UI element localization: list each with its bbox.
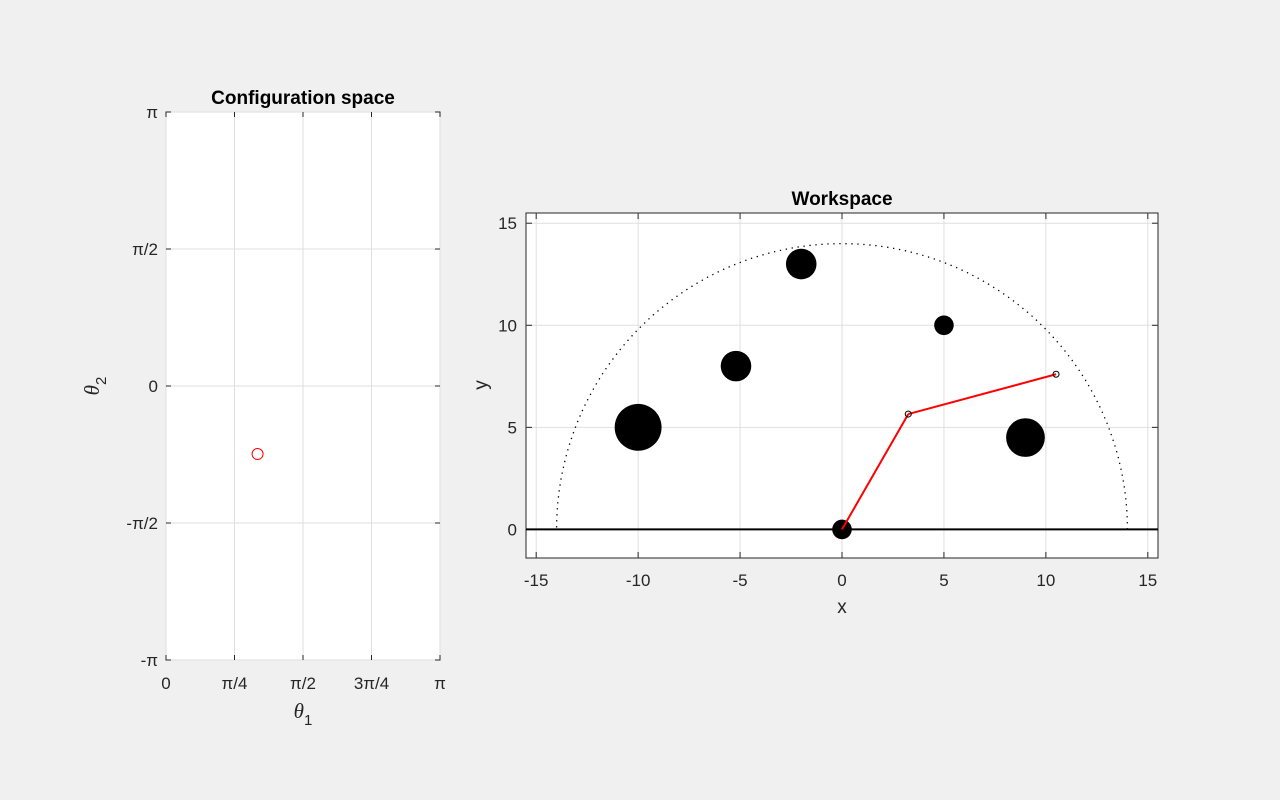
obstacle xyxy=(785,248,817,280)
cfg-x-tick-label: π/2 xyxy=(290,674,316,693)
cfg-y-tick-label: π xyxy=(146,103,158,122)
workspace-x-axis-label: x xyxy=(837,597,847,618)
obstacle xyxy=(1006,418,1045,457)
ws-x-tick-label: 15 xyxy=(1138,571,1157,590)
workspace-y-axis-label: y xyxy=(471,380,492,390)
cfg-x-tick-label: 0 xyxy=(161,674,170,693)
configuration-space-x-axis-label: θ1 xyxy=(294,699,313,729)
cfg-y-tick-label: π/2 xyxy=(132,240,158,259)
x-axis-subscript: 1 xyxy=(304,712,312,729)
workspace-axes: -15 -10 -5 0 5 10 15 0 5 10 15 Workspace x y xyxy=(471,189,1159,618)
ws-y-tick-label: 5 xyxy=(508,418,517,437)
configuration-space-marks xyxy=(251,448,264,461)
arm-link xyxy=(841,413,910,530)
cfg-x-tick-label: 3π/4 xyxy=(354,674,389,693)
arm-joint xyxy=(1052,370,1060,378)
workspace-ticks: -15 -10 -5 0 5 10 15 0 5 10 15 xyxy=(498,213,1158,590)
obstacle xyxy=(720,350,752,382)
cfg-x-tick-label: π xyxy=(434,674,446,693)
arm-joint xyxy=(904,410,912,418)
configuration-point xyxy=(251,448,264,461)
configuration-space-title: Configuration space xyxy=(211,88,395,109)
obstacle xyxy=(934,315,954,336)
cfg-x-tick-label: π/4 xyxy=(222,674,248,693)
configuration-space-ticks: 0 π/4 π/2 3π/4 π -π -π/2 0 π/2 π xyxy=(126,103,445,693)
workspace-title: Workspace xyxy=(791,189,892,210)
configuration-space-y-axis-label: θ2 xyxy=(80,377,110,396)
ws-y-tick-label: 0 xyxy=(508,520,517,539)
cfg-y-tick-label: -π/2 xyxy=(126,514,158,533)
x-axis-symbol: θ xyxy=(294,699,304,723)
arm-link xyxy=(907,373,1057,416)
obstacle xyxy=(614,403,662,451)
ws-x-tick-label: -10 xyxy=(626,571,651,590)
ws-y-tick-label: 10 xyxy=(498,316,517,335)
cfg-y-tick-label: 0 xyxy=(149,377,158,396)
configuration-space-axes: 0 π/4 π/2 3π/4 π -π -π/2 0 π/2 π Configuration sp… xyxy=(80,88,446,729)
ws-x-tick-label: 10 xyxy=(1036,571,1055,590)
y-axis-subscript: 2 xyxy=(93,377,110,385)
ws-x-tick-label: -5 xyxy=(733,571,748,590)
ws-x-tick-label: 0 xyxy=(837,571,846,590)
workspace-marks xyxy=(526,242,1158,540)
ws-x-tick-label: 5 xyxy=(939,571,948,590)
y-axis-symbol: θ xyxy=(80,385,104,395)
cfg-y-tick-label: -π xyxy=(141,651,158,670)
ws-y-tick-label: 15 xyxy=(498,214,517,233)
ws-x-tick-label: -15 xyxy=(524,571,549,590)
